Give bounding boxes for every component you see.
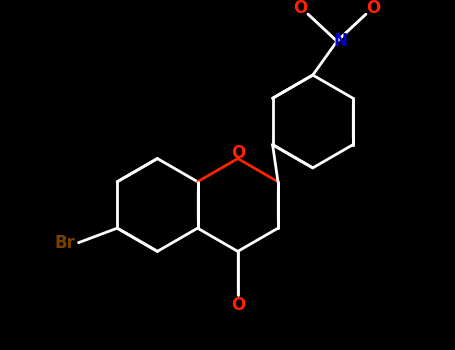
- Text: Br: Br: [55, 234, 76, 252]
- Text: O: O: [293, 0, 307, 18]
- Text: O: O: [231, 144, 245, 162]
- Text: O: O: [231, 295, 245, 314]
- Text: N: N: [334, 32, 348, 50]
- Text: O: O: [367, 0, 381, 18]
